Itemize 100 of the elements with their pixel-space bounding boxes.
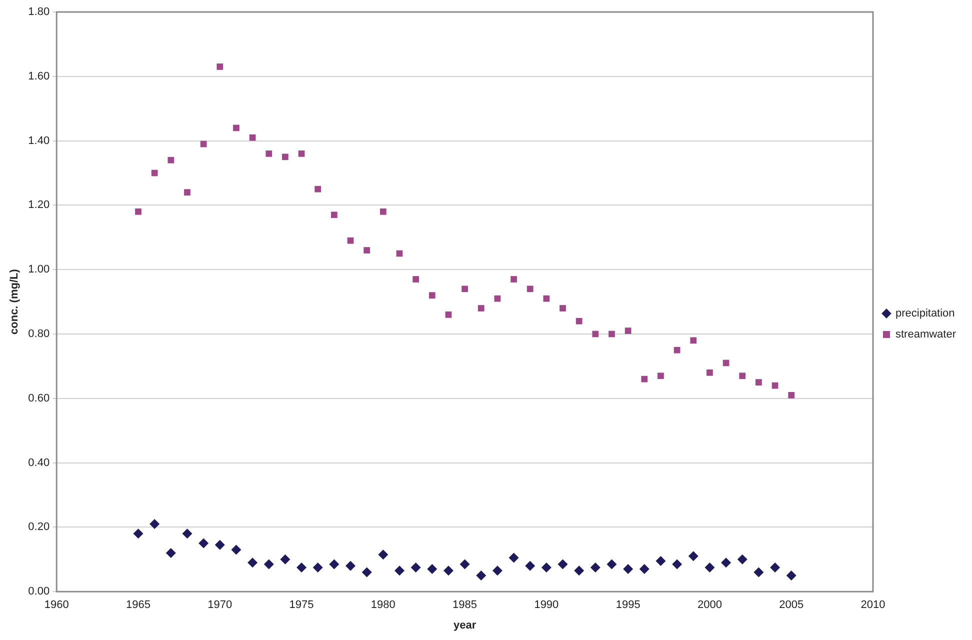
- x-tick-label: 2000: [697, 599, 722, 612]
- point: [770, 562, 780, 572]
- x-tick-label: 1985: [452, 599, 478, 612]
- point: [658, 372, 664, 380]
- point: [510, 276, 517, 282]
- point: [788, 392, 795, 398]
- point: [460, 559, 470, 570]
- point: [704, 562, 715, 572]
- point: [150, 518, 160, 529]
- legend-label: streamwater: [895, 328, 956, 341]
- y-tick-label: 0.80: [28, 328, 50, 340]
- y-tick-label: 0.60: [28, 392, 50, 404]
- point: [706, 369, 713, 376]
- point: [641, 376, 648, 382]
- point: [560, 305, 566, 312]
- point: [754, 567, 764, 578]
- point: [184, 189, 190, 196]
- point: [151, 170, 158, 176]
- point: [378, 550, 388, 560]
- y-tick-label: 0.20: [28, 521, 50, 534]
- point: [590, 562, 600, 572]
- point: [525, 560, 536, 571]
- point: [410, 562, 421, 572]
- y-tick-label: 1.40: [28, 134, 50, 147]
- point: [362, 567, 372, 578]
- point: [427, 564, 438, 574]
- point: [478, 305, 484, 312]
- point: [576, 318, 582, 324]
- point: [248, 558, 258, 568]
- legend-label: precipitation: [895, 308, 955, 320]
- point: [541, 562, 552, 572]
- point: [462, 286, 468, 292]
- point: [264, 559, 274, 570]
- x-tick-label: 1980: [370, 599, 396, 612]
- point: [198, 538, 209, 548]
- point: [412, 276, 419, 282]
- point: [346, 560, 356, 571]
- point: [231, 544, 242, 555]
- point: [249, 134, 256, 141]
- point: [364, 247, 370, 254]
- point: [606, 559, 617, 570]
- point: [624, 328, 632, 334]
- point: [639, 564, 650, 574]
- point: [168, 156, 174, 164]
- point: [280, 554, 290, 564]
- point: [608, 330, 615, 338]
- x-tick-label: 1960: [44, 599, 69, 612]
- point: [739, 372, 746, 380]
- point: [282, 154, 288, 160]
- x-tick-label: 1990: [534, 599, 559, 612]
- y-axis-title: conc. (mg/L): [8, 268, 21, 334]
- point: [443, 566, 454, 576]
- point: [166, 548, 176, 558]
- point: [756, 379, 762, 386]
- point: [786, 570, 796, 580]
- x-axis-title: year: [453, 619, 477, 632]
- x-tick-label: 2010: [860, 599, 886, 612]
- point: [445, 312, 452, 318]
- point: [182, 528, 192, 539]
- point: [380, 208, 386, 215]
- point: [216, 64, 224, 70]
- point: [592, 330, 599, 338]
- point: [623, 564, 634, 574]
- point: [656, 556, 666, 566]
- point: [312, 562, 323, 572]
- point: [133, 528, 144, 539]
- y-tick-label: 0.00: [28, 586, 50, 598]
- point: [574, 566, 584, 576]
- x-tick-label: 1965: [126, 599, 150, 612]
- point: [296, 562, 307, 572]
- point: [737, 554, 748, 564]
- point: [233, 124, 240, 132]
- point: [543, 295, 550, 302]
- point: [266, 150, 272, 157]
- y-tick-label: 1.00: [28, 264, 50, 276]
- point: [526, 286, 534, 292]
- x-tick-label: 1975: [289, 599, 314, 612]
- point: [494, 295, 501, 302]
- y-tick-label: 1.20: [28, 199, 50, 212]
- point: [330, 212, 338, 218]
- x-tick-label: 1995: [616, 599, 640, 612]
- point: [721, 558, 732, 568]
- point: [688, 551, 698, 562]
- point: [672, 559, 682, 570]
- y-tick-label: 1.80: [28, 6, 50, 18]
- point: [508, 552, 519, 563]
- point: [135, 208, 142, 215]
- point: [476, 570, 486, 580]
- point: [298, 150, 305, 157]
- point: [558, 559, 568, 570]
- point: [492, 566, 502, 576]
- y-tick-label: 0.40: [28, 456, 50, 469]
- x-tick-label: 1970: [208, 599, 232, 612]
- point: [428, 292, 436, 299]
- x-tick-label: 2005: [779, 599, 804, 612]
- point: [214, 540, 225, 550]
- point: [674, 346, 680, 354]
- point: [690, 337, 697, 344]
- point: [394, 566, 404, 576]
- point: [347, 237, 354, 244]
